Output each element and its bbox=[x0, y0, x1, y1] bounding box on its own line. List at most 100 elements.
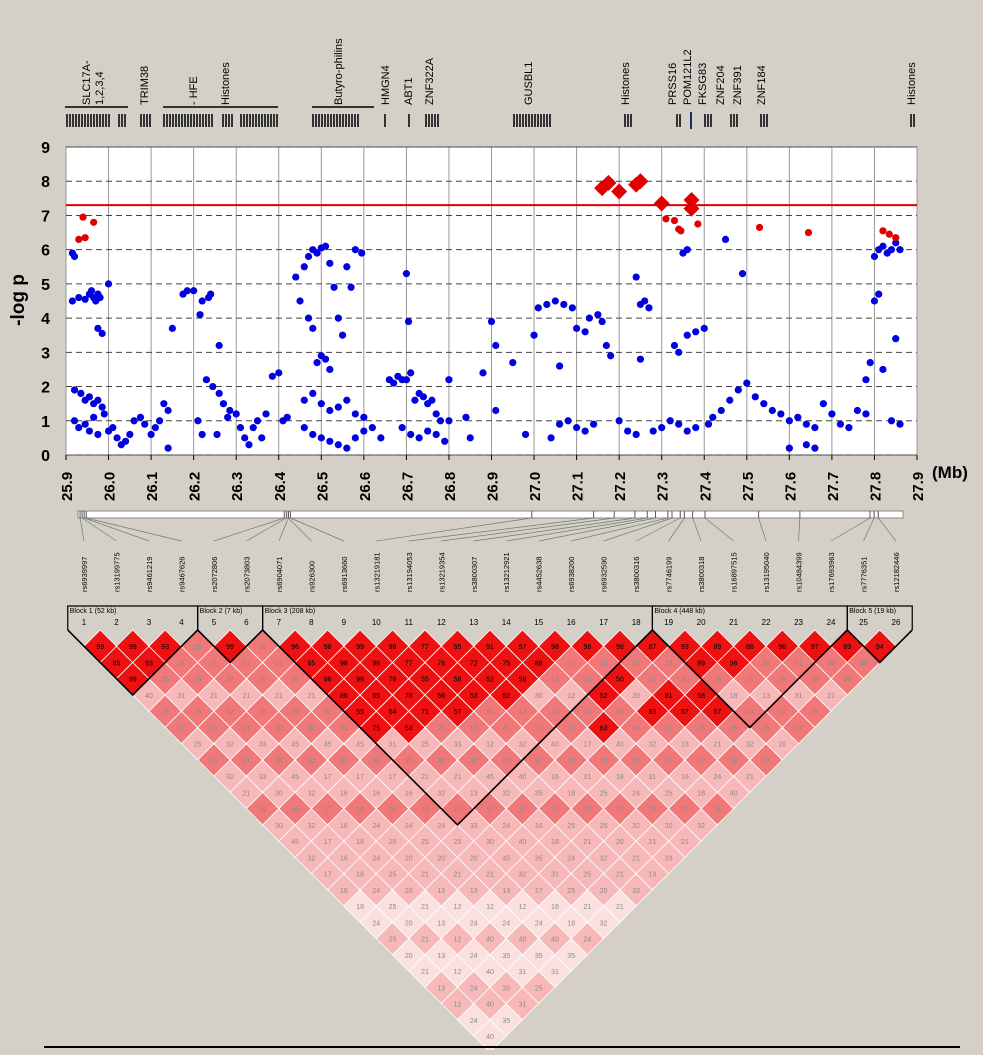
gene-model-bar bbox=[90, 114, 92, 127]
data-point bbox=[96, 293, 104, 302]
data-point-diamond bbox=[632, 173, 649, 190]
data-point bbox=[236, 424, 245, 432]
ld-cell-value: 32 bbox=[697, 823, 705, 830]
y-tick-label: 0 bbox=[41, 448, 50, 465]
ld-cell-value: 32 bbox=[226, 774, 234, 781]
gene-model-bar bbox=[327, 114, 329, 127]
data-point bbox=[343, 396, 351, 404]
data-point bbox=[334, 403, 342, 411]
ld-cell-value: 33 bbox=[665, 855, 673, 862]
data-point bbox=[183, 287, 191, 295]
gene-model-bar bbox=[549, 114, 551, 127]
ld-cell-value: 71 bbox=[421, 709, 429, 716]
gene-model-bar bbox=[324, 114, 326, 127]
ld-cell-value: 21 bbox=[275, 660, 283, 667]
ld-cell-value: 31 bbox=[551, 872, 559, 879]
ld-cell-value: 30 bbox=[535, 693, 543, 700]
data-point bbox=[98, 403, 106, 411]
gene-track-background bbox=[0, 0, 983, 135]
x-tick-label: 27.1 bbox=[570, 472, 587, 501]
data-point bbox=[70, 386, 79, 394]
data-point bbox=[258, 434, 266, 442]
snp-name-label: rs13219354 bbox=[437, 552, 446, 592]
gene-model-bar bbox=[763, 114, 765, 127]
data-point bbox=[804, 228, 813, 237]
ld-cell-value: 98 bbox=[324, 644, 332, 651]
ld-cell-value: 25 bbox=[194, 644, 202, 651]
marker-number: 24 bbox=[827, 618, 836, 627]
haplotype-block-outline bbox=[262, 629, 653, 827]
data-point bbox=[75, 235, 83, 243]
y-tick-label: 7 bbox=[41, 208, 50, 225]
ld-cell-value: 16 bbox=[372, 790, 380, 797]
gene-model-bar bbox=[108, 114, 110, 127]
ld-cell-value: 81 bbox=[665, 693, 673, 700]
marker-number: 17 bbox=[599, 618, 608, 627]
ld-cell-value: 89 bbox=[697, 660, 705, 667]
data-point bbox=[304, 252, 313, 261]
gene-model-bar bbox=[312, 114, 314, 127]
ld-cell-value: 96 bbox=[324, 677, 332, 684]
gene-model-bar bbox=[169, 114, 171, 127]
ld-cell-value: 32 bbox=[519, 742, 527, 749]
data-point bbox=[560, 300, 568, 309]
x-tick-label: 27.3 bbox=[655, 472, 672, 501]
ld-cell-value: 35 bbox=[535, 855, 543, 862]
snp-connector bbox=[571, 517, 668, 542]
ld-cell-value: 12 bbox=[454, 1002, 462, 1009]
data-point bbox=[160, 400, 168, 408]
marker-number: 23 bbox=[794, 618, 803, 627]
ld-cell-value: 25 bbox=[567, 888, 575, 895]
data-point bbox=[104, 280, 113, 288]
gene-model-bar bbox=[339, 114, 341, 127]
snp-connector-lines bbox=[79, 517, 897, 542]
data-point bbox=[743, 379, 751, 387]
data-point bbox=[768, 406, 776, 415]
ld-cell-value: 18 bbox=[697, 790, 705, 797]
snp-connector bbox=[538, 517, 656, 542]
data-point bbox=[428, 396, 436, 404]
data-point bbox=[304, 314, 313, 322]
gene-model-bar bbox=[149, 114, 151, 127]
gene-model-bar bbox=[627, 114, 629, 127]
data-point bbox=[615, 417, 623, 425]
ld-cell-value: 45 bbox=[730, 725, 738, 732]
gene-model-bar bbox=[351, 114, 353, 127]
ld-cell-value: 25 bbox=[194, 742, 202, 749]
data-point bbox=[836, 420, 845, 428]
ld-cell-value: 17 bbox=[665, 758, 673, 765]
data-point bbox=[445, 417, 453, 425]
data-point bbox=[309, 324, 317, 332]
data-point bbox=[777, 410, 785, 418]
y-tick-label: 9 bbox=[41, 140, 50, 157]
ld-cell-value: 25 bbox=[405, 758, 413, 765]
ld-cell-value: 17 bbox=[324, 839, 332, 846]
gene-model-bar bbox=[105, 114, 107, 127]
marker-number: 22 bbox=[762, 618, 771, 627]
ld-cell-value: 32 bbox=[340, 758, 348, 765]
data-point bbox=[121, 437, 130, 445]
ld-cell-value: 21 bbox=[827, 693, 835, 700]
data-point bbox=[219, 400, 228, 408]
data-point bbox=[196, 311, 204, 319]
gene-model-bar bbox=[345, 114, 347, 127]
y-tick-label: 5 bbox=[41, 277, 50, 294]
gene-model-bar bbox=[146, 114, 148, 127]
x-tick-label: 27.7 bbox=[825, 472, 842, 501]
data-point bbox=[232, 410, 240, 418]
gene-model-bar bbox=[124, 114, 126, 127]
x-tick-label: 26.1 bbox=[144, 472, 161, 501]
gene-model-bar bbox=[243, 114, 245, 127]
ld-cell-value: 89 bbox=[843, 644, 851, 651]
gene-model-bar bbox=[246, 114, 248, 127]
ld-cell-value: 33 bbox=[259, 742, 267, 749]
data-point bbox=[602, 341, 610, 350]
ld-cell-value: 24 bbox=[470, 920, 478, 927]
data-point bbox=[402, 376, 410, 384]
ld-cell-value: 21 bbox=[713, 742, 721, 749]
ld-cell-value: 12 bbox=[567, 693, 575, 700]
y-tick-labels: 0 1 2 3 4 5 6 7 8 9 bbox=[41, 140, 50, 465]
ld-cell-value: 18 bbox=[551, 839, 559, 846]
ld-cell-value: 55 bbox=[356, 709, 364, 716]
ld-cell-value: 76 bbox=[389, 677, 397, 684]
